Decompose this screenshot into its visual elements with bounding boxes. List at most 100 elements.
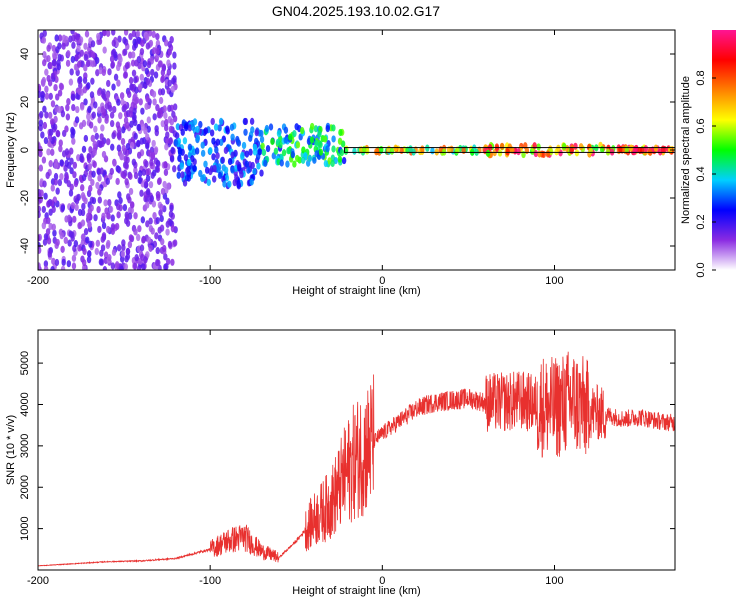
heatmap-cell [66, 180, 71, 188]
heatmap-cell [227, 157, 233, 166]
heatmap-cell [145, 188, 151, 196]
heatmap-cell [148, 217, 153, 225]
heatmap-cell [98, 258, 104, 266]
heatmap-cell [162, 244, 167, 253]
heatmap-cell [60, 204, 66, 212]
heatmap-cell [71, 128, 76, 136]
heatmap-cell [116, 144, 122, 152]
heatmap-cell [232, 179, 237, 187]
heatmap-cell [151, 47, 157, 55]
colorbar-tick-label: 0.4 [695, 166, 707, 181]
heatmap-cell [79, 103, 85, 111]
heatmap-cell [98, 141, 103, 149]
heatmap-cell [155, 104, 160, 112]
heatmap-cell [38, 150, 43, 158]
heatmap-cell [136, 265, 142, 270]
heatmap-cell [97, 188, 102, 196]
heatmap-cell [162, 105, 167, 113]
heatmap-cell [130, 51, 136, 59]
heatmap-cell [146, 61, 152, 69]
heatmap-cell [160, 120, 166, 128]
heatmap-cell [337, 155, 343, 163]
heatmap-cell [116, 98, 121, 106]
heatmap-cell [290, 151, 296, 159]
heatmap-cell [653, 144, 659, 152]
heatmap-cell [130, 201, 135, 209]
heatmap-cell [76, 193, 81, 201]
heatmap-cell [99, 133, 104, 141]
heatmap-cell [167, 240, 173, 248]
heatmap-cell [160, 75, 165, 84]
heatmap-cell [76, 44, 81, 52]
heatmap-cell [312, 156, 317, 164]
heatmap-cell [83, 64, 88, 72]
heatmap-cell [145, 168, 150, 177]
heatmap-cell [167, 40, 172, 49]
heatmap-cell [52, 59, 57, 67]
heatmap-cell [537, 150, 542, 158]
heatmap-cell [209, 129, 215, 137]
heatmap-cell [254, 129, 259, 137]
heatmap-cell [152, 98, 157, 106]
heatmap-cell [136, 36, 142, 44]
heatmap-cell [136, 139, 141, 147]
heatmap-cell [71, 93, 76, 102]
heatmap-cell [81, 173, 87, 182]
heatmap-cell [217, 124, 222, 132]
heatmap-cell [121, 144, 126, 152]
heatmap-cell [68, 189, 74, 197]
heatmap-cell [180, 128, 185, 136]
heatmap-cell [91, 170, 96, 178]
heatmap-cell [170, 225, 176, 233]
heatmap-cell [55, 46, 60, 54]
heatmap-cell [134, 59, 139, 67]
heatmap-cell [113, 73, 119, 81]
colorbar-tick-label: 0.8 [695, 70, 707, 85]
heatmap-cell [137, 83, 143, 91]
heatmap-cell [154, 125, 159, 133]
heatmap-cell [110, 143, 115, 151]
heatmap-cell [309, 136, 315, 144]
heatmap-cell [213, 123, 219, 131]
heatmap-cell [249, 178, 254, 186]
heatmap-cell [279, 159, 284, 167]
heatmap-cell [106, 239, 111, 248]
heatmap-cell [162, 180, 167, 189]
heatmap-cell [133, 76, 138, 84]
heatmap-cell [292, 130, 297, 138]
heatmap-cell [223, 146, 229, 154]
heatmap-cell [172, 103, 178, 111]
heatmap-cells [38, 30, 675, 270]
snr-x-tick-label: 0 [379, 575, 385, 587]
heatmap-cell [172, 115, 178, 123]
heatmap-cell [139, 244, 145, 252]
heatmap-cell [278, 141, 283, 149]
heatmap-cell [48, 62, 53, 70]
heatmap-cell [485, 149, 491, 157]
heatmap-cell [71, 137, 76, 145]
heatmap-cell [533, 149, 539, 158]
heatmap-cell [147, 149, 152, 157]
snr-y-tick-label: 3000 [19, 434, 31, 458]
heatmap-cell [330, 159, 335, 168]
heatmap-cell [325, 125, 330, 133]
heatmap-cell [124, 255, 129, 263]
heatmap-cell [53, 161, 59, 170]
heatmap-x-tick-label: 100 [545, 275, 563, 287]
heatmap-cell [97, 116, 102, 124]
heatmap-cell [59, 173, 64, 181]
heatmap-cell [105, 91, 111, 99]
heatmap-cell [60, 110, 66, 118]
heatmap-cell [38, 234, 41, 242]
heatmap-cell [153, 146, 159, 154]
heatmap-cell [123, 71, 129, 79]
heatmap-cell [43, 136, 49, 145]
heatmap-cell [90, 178, 95, 187]
figure-title: GN04.2025.193.10.02.G17 [272, 3, 440, 19]
heatmap-cell [283, 126, 289, 134]
heatmap-cell [203, 160, 208, 168]
heatmap-cell [139, 189, 144, 197]
heatmap-cell [83, 53, 89, 62]
heatmap-cell [144, 102, 149, 111]
heatmap-cell [80, 184, 85, 192]
